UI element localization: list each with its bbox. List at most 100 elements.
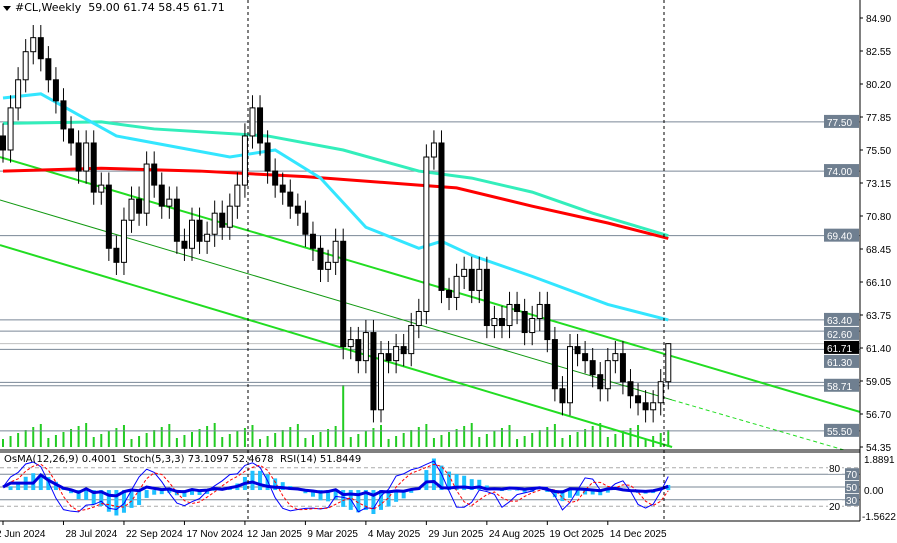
osma-label: OsMA(12,26,9) 0.4001	[4, 454, 117, 465]
price-tick-label: 56.70	[866, 410, 891, 421]
price-tick-label: 82.55	[866, 47, 891, 58]
indicator-axis-max: 1.8891	[864, 455, 895, 466]
candle-body	[619, 353, 626, 383]
candle-body	[612, 353, 619, 362]
candle-body	[567, 346, 573, 404]
indicator-axis-min: -1.5622	[862, 512, 896, 523]
candle-body	[105, 184, 112, 249]
candle-body	[294, 205, 301, 214]
candle-body	[415, 310, 422, 327]
candle-body	[68, 128, 75, 144]
candle-body	[287, 191, 294, 207]
price-tick-label: 73.15	[866, 179, 891, 190]
channel-line	[0, 244, 673, 448]
candle-body	[158, 184, 165, 207]
candle-body	[302, 212, 309, 235]
candle-body	[0, 135, 6, 151]
price-level-label: 55.50	[827, 427, 852, 438]
candle-body	[30, 37, 37, 53]
candle-body	[635, 395, 642, 404]
candle-body	[234, 184, 241, 207]
candle-body	[120, 219, 127, 263]
price-tick-label: 70.80	[866, 212, 891, 223]
price-level-label-bg	[824, 114, 859, 128]
price-tick-label: 61.40	[866, 344, 891, 355]
time-label: 12 Jan 2025	[247, 529, 302, 540]
price-tick-label: 75.50	[866, 146, 891, 157]
candle-body	[650, 402, 657, 411]
candle-body	[498, 318, 505, 327]
price-tick-label: 59.05	[866, 377, 891, 388]
candle-body	[340, 240, 347, 348]
candle-body	[166, 198, 173, 207]
level-label-bg	[845, 493, 859, 506]
main-pane	[0, 25, 860, 450]
indicator-header: OsMA(12,26,9) 0.4001 Stoch(5,3,3) 73.109…	[4, 454, 361, 465]
dropdown-triangle-icon[interactable]	[3, 5, 11, 11]
time-label: 14 Dec 2025	[610, 529, 667, 540]
candle-body	[204, 233, 211, 242]
candle-body	[589, 360, 596, 376]
candle-body	[559, 388, 566, 404]
candle-body	[657, 381, 664, 404]
price-level-label: 61.30	[827, 358, 852, 369]
stoch-level-label: 20	[829, 502, 841, 513]
candle-body	[446, 289, 453, 298]
time-label: 9 Mar 2025	[307, 529, 358, 540]
moving-average-line	[2, 120, 669, 238]
rsi-line	[2, 473, 669, 498]
level-label-bg	[845, 468, 859, 481]
time-label: 4 May 2025	[368, 529, 421, 540]
indicator-pane	[0, 458, 860, 516]
candle-body	[181, 240, 188, 249]
candle-body	[128, 198, 135, 221]
candle-body	[60, 100, 67, 130]
level-label-bg	[845, 481, 859, 493]
candle-body	[332, 240, 339, 263]
candle-body	[491, 318, 498, 327]
rsi-level-label: 50	[846, 483, 858, 494]
candle-body	[453, 275, 460, 298]
price-tick-label: 54.35	[866, 443, 891, 454]
candle-body	[597, 374, 604, 390]
price-level-label: 74.00	[827, 167, 852, 178]
candle-body	[627, 381, 634, 397]
candle-body	[279, 184, 286, 193]
price-level-label-bg	[824, 326, 859, 340]
price-level-label: 77.50	[827, 118, 852, 129]
candle-body	[45, 58, 52, 81]
candle-body	[521, 310, 528, 334]
price-tick-label: 66.10	[866, 278, 891, 289]
time-label: 24 Aug 2025	[489, 529, 546, 540]
current-price-label-bg	[824, 340, 859, 354]
chart-header: #CL,Weekly 59.00 61.74 58.45 61.71	[3, 1, 225, 14]
time-label: 2 Jun 2024	[0, 529, 46, 540]
rsi-level-label: 30	[846, 496, 858, 507]
candle-body	[83, 142, 90, 172]
candle-body	[438, 142, 445, 291]
stoch-level-label: 80	[829, 464, 841, 475]
price-level-label: 69.40	[827, 232, 852, 243]
price-level-label: 58.71	[827, 382, 852, 393]
candle-body	[37, 37, 44, 60]
price-level-label: 62.60	[827, 330, 852, 341]
candle-body	[52, 79, 59, 102]
candle-body	[506, 303, 513, 327]
stoch-level-label-bg	[828, 461, 842, 474]
candle-body	[582, 353, 589, 362]
candle-body	[544, 303, 551, 341]
time-label: 22 Sep 2024	[126, 529, 183, 540]
candle-body	[468, 268, 475, 291]
candle-body	[257, 107, 264, 144]
price-level-label-bg	[824, 378, 859, 392]
channel-line	[671, 399, 846, 450]
moving-average-line	[2, 92, 669, 322]
rsi-level-label: 70	[846, 470, 858, 481]
candle-body	[551, 339, 558, 390]
candle-body	[226, 205, 233, 228]
candle-body	[317, 247, 324, 270]
candle-body	[461, 268, 468, 277]
price-tick-label: 68.45	[866, 245, 891, 256]
candle-body	[423, 156, 430, 312]
